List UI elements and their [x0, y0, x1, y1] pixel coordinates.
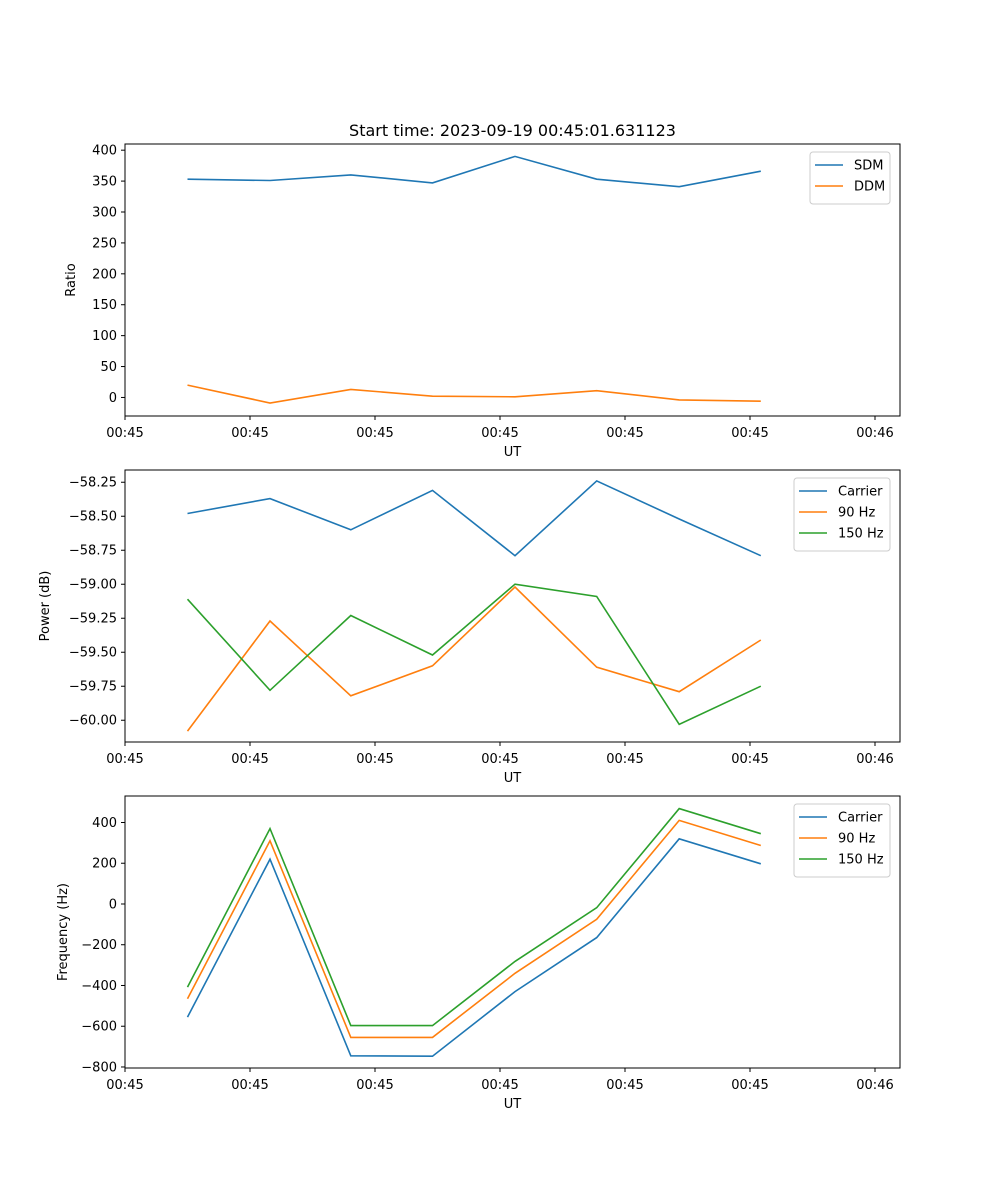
- x-axis-label: UT: [504, 771, 522, 786]
- x-tick-label: 00:45: [106, 426, 143, 441]
- x-tick-label: 00:45: [481, 752, 518, 767]
- y-tick-label: 50: [100, 360, 117, 375]
- y-tick-label: 350: [92, 175, 117, 190]
- legend-label: Carrier: [838, 811, 883, 826]
- y-tick-label: 300: [92, 206, 117, 221]
- y-tick-label: −800: [81, 1060, 117, 1075]
- x-axis-label: UT: [504, 445, 522, 460]
- y-tick-label: 150: [92, 298, 117, 313]
- figure-title: Start time: 2023-09-19 00:45:01.631123: [349, 121, 676, 140]
- y-tick-label: −58.75: [69, 544, 117, 559]
- x-axis-label: UT: [504, 1097, 522, 1112]
- y-tick-label: 100: [92, 329, 117, 344]
- x-tick-label: 00:45: [356, 752, 393, 767]
- subplot-2: −60.00 −59.75 −59.50 −59.25 −59.00 −58.75 −58.…: [38, 469, 901, 786]
- legend-label: 90 Hz: [838, 506, 875, 521]
- x-tick-label: 00:45: [731, 1078, 768, 1093]
- series-line-carrier: [187, 479, 762, 557]
- y-tick-label: 0: [109, 897, 117, 912]
- x-tick-label: 00:45: [106, 752, 143, 767]
- series-line-150-hz: [186, 583, 762, 726]
- x-tick-label: 00:45: [481, 1078, 518, 1093]
- y-tick-label: −59.00: [69, 578, 117, 593]
- x-tick-label: 00:45: [731, 426, 768, 441]
- legend: Carrier 90 Hz 150 Hz: [793, 477, 891, 552]
- series-line-90-hz: [186, 585, 762, 732]
- x-tick-label: 00:45: [106, 1078, 143, 1093]
- series-line-150-hz: [186, 807, 762, 1027]
- subplots: 0 50 100 150 200 250 300 350 400 00:45 00:45 00:45 0…: [38, 143, 901, 1112]
- y-tick-label: 200: [92, 267, 117, 282]
- legend-label: DDM: [854, 180, 885, 195]
- y-tick-label: −600: [81, 1020, 117, 1035]
- x-tick-label: 00:45: [231, 1078, 268, 1093]
- x-tick-label: 00:45: [606, 752, 643, 767]
- y-tick-label: −59.50: [69, 646, 117, 661]
- x-tick-label: 00:45: [606, 426, 643, 441]
- x-tick-label: 00:45: [356, 1078, 393, 1093]
- legend-label: SDM: [854, 159, 883, 174]
- y-axis-label: Power (dB): [38, 571, 53, 642]
- series-line-carrier: [186, 837, 762, 1058]
- y-tick-label: 0: [109, 391, 117, 406]
- legend-label: Carrier: [838, 485, 883, 500]
- x-tick-label: 00:45: [356, 426, 393, 441]
- series-line-90-hz: [186, 819, 762, 1039]
- y-tick-label: −60.00: [69, 714, 117, 729]
- y-tick-label: −200: [81, 938, 117, 953]
- legend: Carrier 90 Hz 150 Hz: [793, 803, 891, 878]
- x-tick-label: 00:46: [856, 1078, 893, 1093]
- y-tick-label: −400: [81, 979, 117, 994]
- x-tick-label: 00:45: [481, 426, 518, 441]
- axes-frame: [124, 143, 901, 417]
- y-axis-label: Ratio: [64, 263, 79, 296]
- y-tick-label: −58.25: [69, 476, 117, 491]
- x-tick-label: 00:45: [231, 426, 268, 441]
- x-tick-label: 00:46: [856, 426, 893, 441]
- axes-frame: [124, 469, 901, 743]
- x-tick-label: 00:45: [731, 752, 768, 767]
- y-tick-label: 400: [92, 816, 117, 831]
- subplot-1: 0 50 100 150 200 250 300 350 400 00:45 00:45 00:45 0…: [64, 143, 901, 460]
- legend-label: 90 Hz: [838, 832, 875, 847]
- y-tick-label: 250: [92, 236, 117, 251]
- y-tick-label: 400: [92, 144, 117, 159]
- legend-label: 150 Hz: [838, 853, 884, 868]
- y-axis-label: Frequency (Hz): [56, 883, 71, 981]
- x-tick-label: 00:45: [231, 752, 268, 767]
- legend: SDM DDM: [809, 151, 891, 205]
- series-line-ddm: [187, 384, 761, 404]
- y-tick-label: −59.75: [69, 680, 117, 695]
- y-tick-label: 200: [92, 857, 117, 872]
- axes-frame: [124, 795, 901, 1069]
- legend-label: 150 Hz: [838, 527, 884, 542]
- x-tick-label: 00:45: [606, 1078, 643, 1093]
- series-line-sdm: [187, 155, 761, 188]
- y-tick-label: −59.25: [69, 612, 117, 627]
- x-tick-label: 00:46: [856, 752, 893, 767]
- y-tick-label: −58.50: [69, 510, 117, 525]
- subplot-3: −800 −600 −400 −200 0 200 400 00:45 00:45 00:45 00…: [56, 795, 901, 1112]
